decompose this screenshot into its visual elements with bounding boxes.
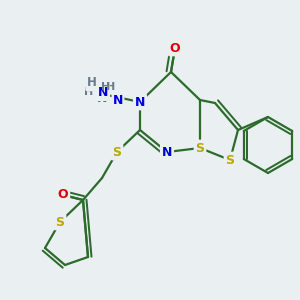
Text: N: N <box>113 94 123 106</box>
Text: S: S <box>226 154 235 166</box>
Text: N: N <box>96 85 106 98</box>
Text: S: S <box>56 215 64 229</box>
Text: N: N <box>98 86 108 100</box>
Text: H: H <box>87 76 97 89</box>
Text: O: O <box>58 188 68 202</box>
Text: H: H <box>84 87 94 97</box>
Text: N: N <box>135 95 145 109</box>
Text: N: N <box>162 146 172 158</box>
Text: H: H <box>106 82 116 92</box>
Text: N: N <box>97 92 107 104</box>
Text: S: S <box>196 142 205 154</box>
Text: H: H <box>101 82 111 92</box>
Text: S: S <box>112 146 122 158</box>
Text: O: O <box>170 41 180 55</box>
